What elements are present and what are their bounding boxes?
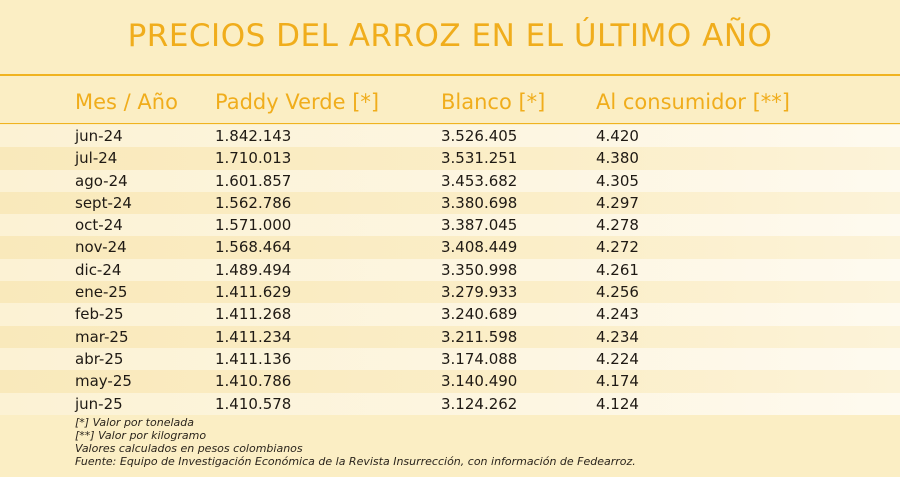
column-header-blanco: Blanco [*] xyxy=(441,90,546,114)
cell-blanco: 3.350.998 xyxy=(441,260,518,279)
cell-consumidor: 4.174 xyxy=(596,372,639,391)
cell-paddy-verde: 1.842.143 xyxy=(215,127,292,145)
table-row: jun-24 1.842.143 3.526.405 4.420 xyxy=(0,125,900,148)
cell-consumidor: 4.272 xyxy=(596,238,639,257)
table-row: mar-25 1.411.234 3.211.598 4.234 xyxy=(0,325,900,348)
cell-month: mar-25 xyxy=(75,327,129,346)
note-source: Fuente: Equipo de Investigación Económic… xyxy=(75,455,636,468)
cell-month: ago-24 xyxy=(75,171,128,190)
table-row: ago-24 1.601.857 3.453.682 4.305 xyxy=(0,169,900,192)
cell-month: jul-24 xyxy=(75,149,118,168)
cell-blanco: 3.380.698 xyxy=(441,193,518,212)
cell-consumidor: 4.278 xyxy=(596,216,639,235)
table-row: jul-24 1.710.013 3.531.251 4.380 xyxy=(0,147,900,170)
cell-month: oct-24 xyxy=(75,216,123,235)
cell-blanco: 3.526.405 xyxy=(441,127,518,145)
cell-paddy-verde: 1.411.629 xyxy=(215,283,292,302)
cell-month: ene-25 xyxy=(75,283,128,302)
cell-consumidor: 4.420 xyxy=(596,127,639,145)
cell-paddy-verde: 1.410.786 xyxy=(215,372,292,391)
cell-month: sept-24 xyxy=(75,193,132,212)
cell-consumidor: 4.261 xyxy=(596,260,639,279)
page-title: PRECIOS DEL ARROZ EN EL ÚLTIMO AÑO xyxy=(127,18,773,54)
cell-paddy-verde: 1.489.494 xyxy=(215,260,292,279)
table-body: jun-24 1.842.143 3.526.405 4.420 jul-24 1.710… xyxy=(0,125,900,415)
cell-paddy-verde: 1.710.013 xyxy=(215,149,292,168)
header-divider xyxy=(0,123,900,124)
table-row: jun-25 1.410.578 3.124.262 4.124 xyxy=(0,392,900,415)
table-row: ene-25 1.411.629 3.279.933 4.256 xyxy=(0,281,900,304)
cell-blanco: 3.211.598 xyxy=(441,327,518,346)
title-divider xyxy=(0,74,900,76)
column-header-paddy-verde: Paddy Verde [*] xyxy=(215,90,380,114)
cell-paddy-verde: 1.411.136 xyxy=(215,349,292,368)
cell-consumidor: 4.297 xyxy=(596,193,639,212)
table-notes: [*] Valor por tonelada [**] Valor por ki… xyxy=(75,416,885,468)
cell-paddy-verde: 1.601.857 xyxy=(215,171,292,190)
column-header-consumidor: Al consumidor [**] xyxy=(596,90,790,114)
cell-blanco: 3.408.449 xyxy=(441,238,518,257)
cell-month: feb-25 xyxy=(75,305,124,324)
table-row: dic-24 1.489.494 3.350.998 4.261 xyxy=(0,258,900,282)
note-tonelada: [*] Valor por tonelada xyxy=(75,416,194,429)
cell-paddy-verde: 1.568.464 xyxy=(215,238,292,257)
cell-consumidor: 4.124 xyxy=(596,394,639,413)
cell-paddy-verde: 1.410.578 xyxy=(215,394,292,413)
cell-blanco: 3.174.088 xyxy=(441,349,518,368)
cell-blanco: 3.453.682 xyxy=(441,171,518,190)
cell-month: nov-24 xyxy=(75,238,127,257)
cell-blanco: 3.140.490 xyxy=(441,372,518,391)
cell-month: abr-25 xyxy=(75,349,124,368)
cell-consumidor: 4.256 xyxy=(596,283,639,302)
cell-blanco: 3.387.045 xyxy=(441,216,518,235)
cell-paddy-verde: 1.411.268 xyxy=(215,305,292,324)
cell-paddy-verde: 1.562.786 xyxy=(215,193,292,212)
cell-blanco: 3.240.689 xyxy=(441,305,518,324)
table-row: nov-24 1.568.464 3.408.449 4.272 xyxy=(0,236,900,259)
cell-blanco: 3.279.933 xyxy=(441,283,518,302)
cell-month: jun-25 xyxy=(75,394,123,413)
cell-paddy-verde: 1.571.000 xyxy=(215,216,292,235)
table-row: oct-24 1.571.000 3.387.045 4.278 xyxy=(0,214,900,237)
table-row: feb-25 1.411.268 3.240.689 4.243 xyxy=(0,303,900,326)
cell-month: may-25 xyxy=(75,372,132,391)
table-row: abr-25 1.411.136 3.174.088 4.224 xyxy=(0,347,900,371)
cell-consumidor: 4.380 xyxy=(596,149,639,168)
note-kilogramo: [**] Valor por kilogramo xyxy=(75,429,207,442)
cell-consumidor: 4.305 xyxy=(596,171,639,190)
cell-consumidor: 4.234 xyxy=(596,327,639,346)
table-row: may-25 1.410.786 3.140.490 4.174 xyxy=(0,370,900,393)
cell-month: jun-24 xyxy=(75,127,123,145)
cell-consumidor: 4.224 xyxy=(596,349,639,368)
cell-paddy-verde: 1.411.234 xyxy=(215,327,292,346)
note-currency: Valores calculados en pesos colombianos xyxy=(75,442,303,455)
cell-blanco: 3.124.262 xyxy=(441,394,518,413)
column-header-month: Mes / Año xyxy=(75,90,178,114)
table-header: Mes / Año Paddy Verde [*] Blanco [*] Al … xyxy=(0,86,900,118)
table-row: sept-24 1.562.786 3.380.698 4.297 xyxy=(0,191,900,215)
cell-month: dic-24 xyxy=(75,260,122,279)
cell-consumidor: 4.243 xyxy=(596,305,639,324)
cell-blanco: 3.531.251 xyxy=(441,149,518,168)
